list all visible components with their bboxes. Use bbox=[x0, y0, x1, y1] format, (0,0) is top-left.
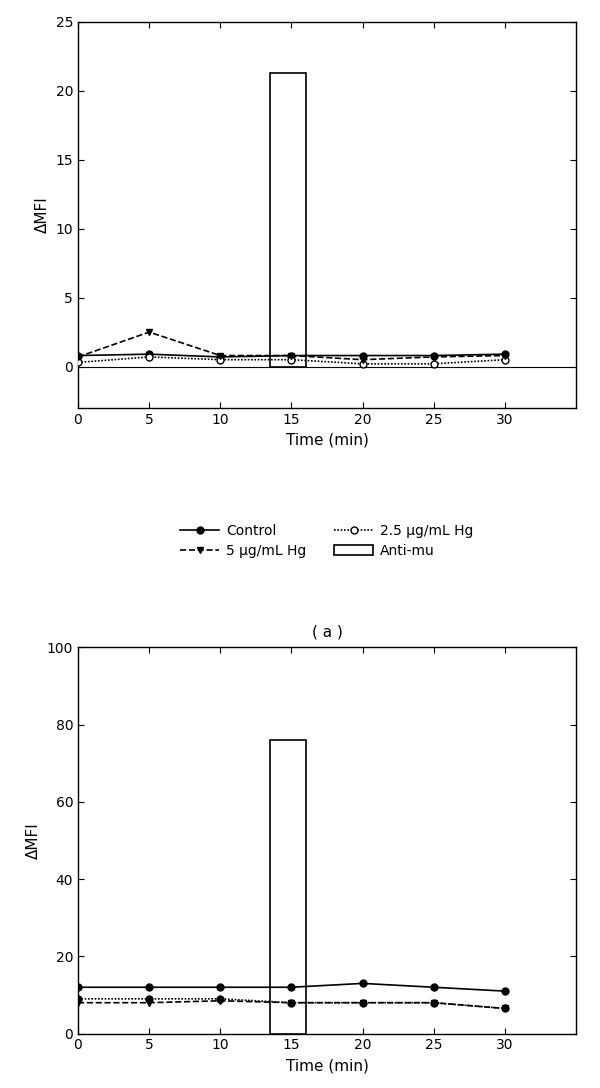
Bar bbox=[270, 740, 305, 1034]
Text: ( a ): ( a ) bbox=[311, 625, 343, 640]
Y-axis label: ΔMFI: ΔMFI bbox=[35, 197, 50, 233]
Bar bbox=[270, 73, 305, 367]
X-axis label: Time (min): Time (min) bbox=[286, 1058, 368, 1073]
Y-axis label: ΔMFI: ΔMFI bbox=[26, 823, 41, 858]
X-axis label: Time (min): Time (min) bbox=[286, 432, 368, 447]
Legend: Control, 5 μg/mL Hg, 2.5 μg/mL Hg, Anti-mu: Control, 5 μg/mL Hg, 2.5 μg/mL Hg, Anti-… bbox=[175, 519, 479, 564]
